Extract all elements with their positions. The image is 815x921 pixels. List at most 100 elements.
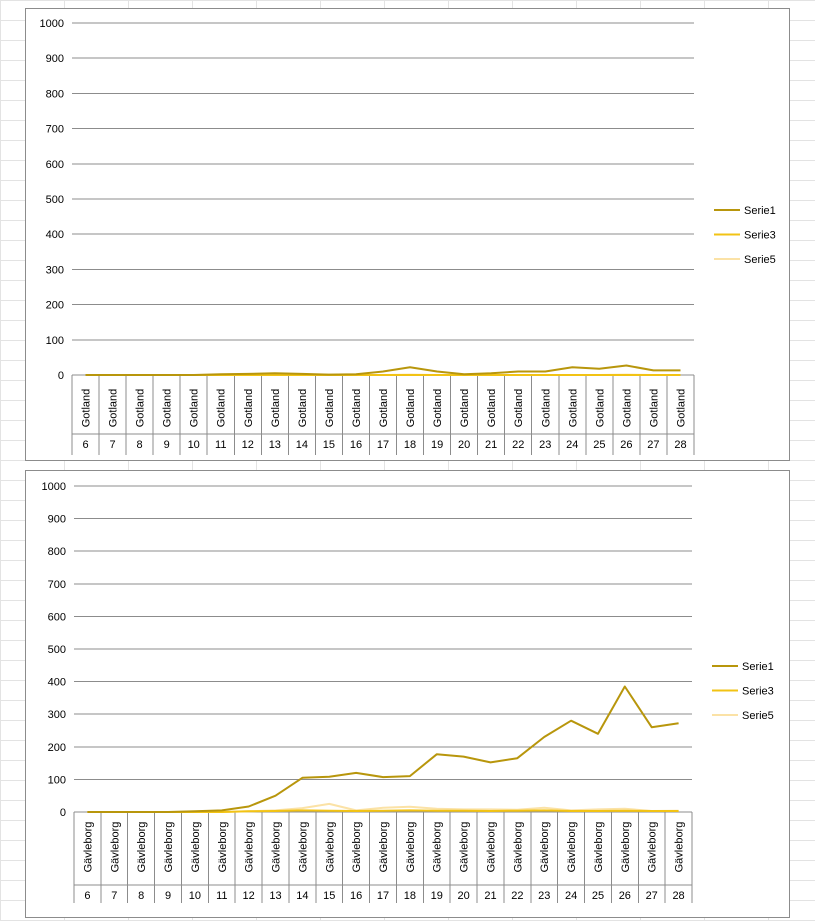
category-group-label: Gotland <box>351 389 363 428</box>
y-tick-label: 400 <box>46 229 64 241</box>
y-tick-label: 100 <box>48 774 66 786</box>
category-label: 11 <box>215 439 226 451</box>
category-label: 27 <box>646 890 658 902</box>
category-group-label: Gävleborg <box>324 822 336 873</box>
category-label: 23 <box>538 890 550 902</box>
category-group-label: Gävleborg <box>136 822 148 873</box>
category-group-label: Gävleborg <box>351 822 363 873</box>
y-tick-label: 700 <box>48 579 66 591</box>
y-tick-label: 800 <box>48 546 66 558</box>
category-group-label: Gotland <box>486 389 498 428</box>
category-group-label: Gävleborg <box>485 822 497 873</box>
y-tick-label: 600 <box>48 611 66 623</box>
category-label: 10 <box>189 890 201 902</box>
category-label: 27 <box>647 439 659 451</box>
category-label: 12 <box>243 890 255 902</box>
category-group-label: Gävleborg <box>271 822 283 873</box>
category-label: 19 <box>431 439 443 451</box>
category-group-label: Gotland <box>378 389 390 428</box>
category-label: 22 <box>512 439 524 451</box>
y-tick-label: 500 <box>48 644 66 656</box>
category-group-label: Gävleborg <box>593 822 605 873</box>
category-label: 20 <box>457 890 469 902</box>
category-group-label: Gotland <box>432 389 444 428</box>
category-group-label: Gävleborg <box>244 822 256 873</box>
category-label: 8 <box>137 439 143 451</box>
category-group-label: Gotland <box>405 389 417 428</box>
category-group-label: Gävleborg <box>297 822 309 873</box>
y-tick-label: 0 <box>60 807 66 819</box>
y-tick-label: 1000 <box>40 18 64 30</box>
category-group-label: Gotland <box>162 389 174 428</box>
category-group-label: Gävleborg <box>620 822 632 873</box>
legend-label: Serie3 <box>744 230 776 242</box>
category-group-label: Gävleborg <box>566 822 578 873</box>
category-label: 21 <box>485 439 497 451</box>
category-label: 25 <box>593 439 605 451</box>
category-label: 14 <box>296 890 308 902</box>
category-group-label: Gotland <box>324 389 336 428</box>
category-label: 16 <box>350 439 362 451</box>
category-label: 28 <box>672 890 684 902</box>
category-group-label: Gävleborg <box>459 822 471 873</box>
category-group-label: Gotland <box>270 389 282 428</box>
category-group-label: Gotland <box>216 389 228 428</box>
category-label: 14 <box>296 439 308 451</box>
category-label: 20 <box>458 439 470 451</box>
category-label: 6 <box>84 890 90 902</box>
legend-label: Serie5 <box>742 710 774 722</box>
y-tick-label: 600 <box>46 159 64 171</box>
category-label: 16 <box>350 890 362 902</box>
category-label: 25 <box>592 890 604 902</box>
y-tick-label: 100 <box>46 335 64 347</box>
category-label: 7 <box>110 439 116 451</box>
legend-label: Serie5 <box>744 254 776 266</box>
category-group-label: Gävleborg <box>163 822 175 873</box>
y-tick-label: 1000 <box>42 481 66 493</box>
y-tick-label: 0 <box>58 370 64 382</box>
y-tick-label: 200 <box>46 300 64 312</box>
category-label: 10 <box>188 439 200 451</box>
category-group-label: Gotland <box>81 389 93 428</box>
category-label: 22 <box>511 890 523 902</box>
category-label: 17 <box>377 439 389 451</box>
category-label: 6 <box>82 439 88 451</box>
category-group-label: Gotland <box>189 389 201 428</box>
category-label: 17 <box>377 890 389 902</box>
chart-gotland: 0 100 200 300 400 500 600 700 800 900 1000 Gotland 6… <box>25 8 790 461</box>
y-tick-label: 700 <box>46 124 64 136</box>
category-label: 18 <box>404 439 416 451</box>
category-group-label: Gotland <box>648 389 660 428</box>
series-line-serie1 <box>87 685 679 813</box>
category-group-label: Gotland <box>459 389 471 428</box>
category-group-label: Gotland <box>108 389 120 428</box>
category-group-label: Gotland <box>513 389 525 428</box>
category-group-label: Gotland <box>540 389 552 428</box>
category-label: 12 <box>242 439 254 451</box>
category-group-label: Gotland <box>567 389 579 428</box>
category-label: 11 <box>216 890 227 902</box>
category-group-label: Gotland <box>621 389 633 428</box>
category-label: 28 <box>674 439 686 451</box>
legend-label: Serie3 <box>742 686 774 698</box>
category-group-label: Gävleborg <box>378 822 390 873</box>
category-group-label: Gävleborg <box>217 822 229 873</box>
category-group-label: Gotland <box>135 389 147 428</box>
y-tick-label: 900 <box>48 514 66 526</box>
category-group-label: Gävleborg <box>190 822 202 873</box>
legend-label: Serie1 <box>744 205 776 217</box>
category-label: 8 <box>138 890 144 902</box>
category-group-label: Gotland <box>675 389 687 428</box>
category-group-label: Gävleborg <box>674 822 686 873</box>
chart-gavleborg: 0 100 200 300 400 500 600 700 800 900 1000 Gävlebor… <box>25 470 790 918</box>
y-tick-label: 200 <box>48 742 66 754</box>
category-group-label: Gävleborg <box>432 822 444 873</box>
series-line-serie1 <box>85 364 681 376</box>
category-label: 15 <box>323 890 335 902</box>
category-group-label: Gävleborg <box>539 822 551 873</box>
category-group-label: Gävleborg <box>405 822 417 873</box>
category-label: 7 <box>111 890 117 902</box>
category-label: 26 <box>619 890 631 902</box>
category-label: 19 <box>431 890 443 902</box>
y-tick-label: 500 <box>46 194 64 206</box>
